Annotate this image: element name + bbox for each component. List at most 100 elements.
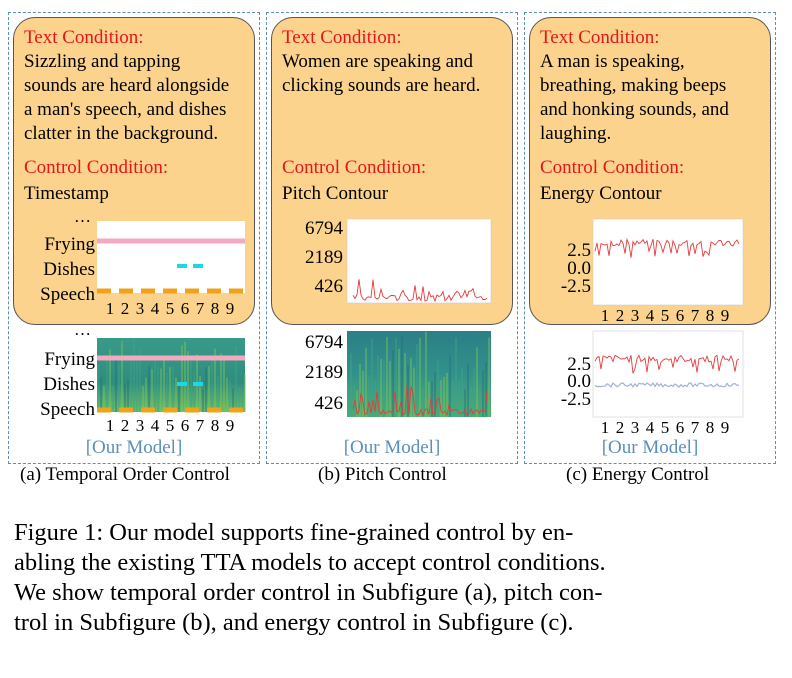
spectrogram-column [166, 372, 168, 412]
spectrogram-column [154, 355, 156, 412]
spectrogram-column [121, 341, 123, 412]
control-condition-label: Control Condition: [540, 157, 685, 178]
spectrogram-column [374, 379, 376, 417]
spectrogram-column [470, 384, 472, 417]
spectrogram-column [413, 367, 415, 417]
spectrogram-column [151, 368, 153, 412]
x-tick-labels: 1 2 3 4 5 6 7 8 9 [601, 306, 730, 325]
x-tick-label: 6 [181, 416, 190, 435]
x-tick-label: 8 [706, 418, 715, 437]
spectrogram-column [187, 351, 189, 412]
spectrogram-column [392, 350, 394, 417]
panel-energy: Text Condition: A man is speaking, breat… [524, 12, 776, 464]
x-tick-label: 7 [196, 299, 205, 318]
text-condition-line: clatter in the background. [24, 123, 219, 144]
x-tick-label: 9 [721, 418, 730, 437]
y-tick-label: Speech [40, 399, 95, 420]
spectrogram-texture [347, 331, 490, 417]
reference-energy-line [594, 382, 740, 389]
spectrogram-column [193, 371, 195, 412]
spectrogram-column [443, 377, 445, 417]
spectrogram-column [241, 386, 243, 412]
text-condition-line: and honking sounds, and [540, 99, 729, 120]
spectrogram-texture [97, 338, 246, 412]
x-tick-label: 7 [691, 418, 700, 437]
y-tick-label: … [74, 208, 91, 226]
spectrogram-column [386, 337, 388, 417]
spectrogram-column [482, 370, 484, 417]
spectrogram-area [347, 331, 491, 417]
text-condition-line: breathing, making beeps [540, 75, 727, 96]
x-tick-labels: 1 2 3 4 5 6 7 8 9 [601, 418, 730, 437]
spectrogram-column [389, 361, 391, 417]
model-energy-chart: 2.5 0.0 -2.5 1 2 3 4 5 6 7 8 9 [561, 330, 744, 437]
x-tick-label: 9 [226, 299, 235, 318]
control-condition-label: Control Condition: [282, 157, 427, 178]
spectrogram-column [100, 377, 102, 412]
spectrogram-column [205, 366, 207, 412]
y-tick-label: 2189 [305, 247, 343, 268]
spectrogram-column [458, 381, 460, 417]
caption-line: trol in Subfigure (b), and energy contro… [14, 609, 574, 636]
text-condition-label: Text Condition: [540, 27, 660, 48]
spectrogram-column [112, 385, 114, 412]
y-tick-label: … [74, 323, 91, 339]
spectrogram-column [223, 355, 225, 412]
spectrogram-column [142, 385, 144, 412]
text-condition-line: laughing. [540, 123, 612, 144]
spectrogram-column [422, 388, 424, 417]
text-condition-label: Text Condition: [282, 27, 402, 48]
spectrogram-column [437, 360, 439, 417]
spectrogram-column [452, 380, 454, 417]
spectrogram-column [178, 382, 180, 412]
x-tick-label: 3 [631, 418, 640, 437]
y-tick-label: 2189 [305, 362, 343, 383]
x-tick-label: 6 [676, 418, 685, 437]
pitch-contour-series [352, 385, 488, 417]
subfigure-caption-c: (c) Energy Control [566, 464, 710, 485]
spectrogram-column [431, 381, 433, 417]
y-tick-label: Frying [44, 234, 95, 255]
spectrogram-column [455, 337, 457, 417]
pitch-contour-series [352, 279, 488, 303]
spectrogram-column [488, 337, 490, 417]
spectrogram-column [476, 347, 478, 417]
spectrogram-column [235, 346, 237, 412]
text-condition-line: Sizzling and tapping [24, 51, 181, 72]
spectrogram-column [133, 338, 135, 412]
energy-contour-chart: 2.5 0.0 -2.5 1 2 3 4 5 6 7 8 9 [561, 218, 744, 325]
spectrogram-column [434, 372, 436, 417]
x-tick-label: 9 [226, 416, 235, 435]
subfigure-caption-a: (a) Temporal Order Control [20, 464, 230, 485]
y-tick-label: Speech [40, 284, 95, 305]
control-condition-label: Control Condition: [24, 157, 169, 178]
spectrogram-column [109, 349, 111, 412]
spectrogram-column [130, 354, 132, 412]
x-tick-label: 1 [106, 416, 115, 435]
y-tick-label: 426 [315, 276, 344, 297]
x-tick-label: 5 [661, 306, 670, 325]
x-tick-label: 2 [121, 299, 130, 318]
spectrogram-column [199, 375, 201, 412]
spectrogram-column [428, 381, 430, 417]
y-tick-label: Dishes [43, 259, 95, 280]
text-condition-line: clicking sounds are heard. [282, 75, 481, 96]
caption-line: abling the existing TTA models to accept… [14, 549, 606, 576]
spectrogram-column [380, 358, 382, 417]
model-timeline-chart: … Frying Dishes Speech 1 2 3 4 5 6 7 8 9 [40, 323, 246, 435]
energy-line [594, 237, 740, 258]
spectrogram-column [244, 374, 246, 412]
spectrogram-column [238, 387, 240, 412]
text-condition-line: A man is speaking, [540, 51, 685, 72]
y-tick-label: -2.5 [561, 276, 591, 297]
pitch-spectrogram-chart: 6794 2189 426 [305, 331, 491, 417]
spectrogram-column [350, 353, 352, 417]
spectrogram-column [148, 365, 150, 412]
control-type: Pitch Contour [282, 183, 389, 204]
spectrogram-column [172, 366, 174, 412]
text-condition-line: a man's speech, and dishes [24, 99, 227, 120]
x-tick-label: 8 [211, 416, 220, 435]
spectrogram-column [368, 375, 370, 417]
spectrogram-column [118, 364, 120, 412]
spectrogram-column [184, 341, 186, 412]
